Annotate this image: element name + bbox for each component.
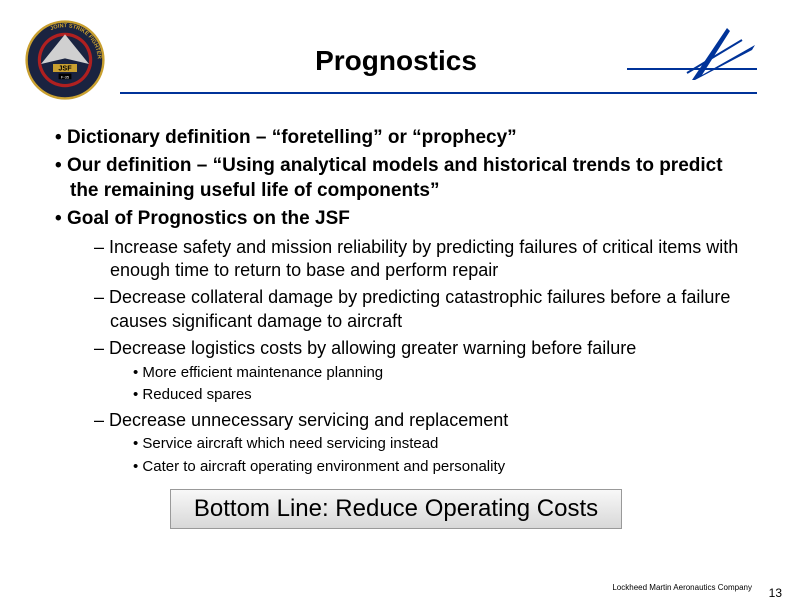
logistics-planning: More efficient maintenance planning <box>50 363 742 383</box>
goal-logistics: Decrease logistics costs by allowing gre… <box>50 337 742 360</box>
svg-text:F-35: F-35 <box>61 74 70 79</box>
bullet-definition-our: Our definition – “Using analytical model… <box>50 153 742 204</box>
svg-text:JSF: JSF <box>58 63 72 72</box>
bullet-goal: Goal of Prognostics on the JSF <box>50 206 742 232</box>
footer-company-name: Lockheed Martin Aeronautics Company <box>612 583 752 592</box>
servicing-environment: Cater to aircraft operating environment … <box>50 457 742 477</box>
bottom-line-box: Bottom Line: Reduce Operating Costs <box>170 489 622 529</box>
lockheed-martin-logo <box>627 25 757 85</box>
jsf-program-logo: JSF F-35 JOINT STRIKE FIGHTER <box>25 20 105 100</box>
slide-header: JSF F-35 JOINT STRIKE FIGHTER Prognostic… <box>0 0 792 100</box>
logistics-spares: Reduced spares <box>50 385 742 405</box>
bullet-definition-dictionary: Dictionary definition – “foretelling” or… <box>50 125 742 151</box>
servicing-needed: Service aircraft which need servicing in… <box>50 434 742 454</box>
goal-collateral: Decrease collateral damage by predicting… <box>50 286 742 333</box>
slide-content: Dictionary definition – “foretelling” or… <box>0 100 792 529</box>
goal-servicing: Decrease unnecessary servicing and repla… <box>50 409 742 432</box>
header-underline <box>120 92 757 94</box>
page-number: 13 <box>769 586 782 600</box>
goal-safety: Increase safety and mission reliability … <box>50 236 742 283</box>
